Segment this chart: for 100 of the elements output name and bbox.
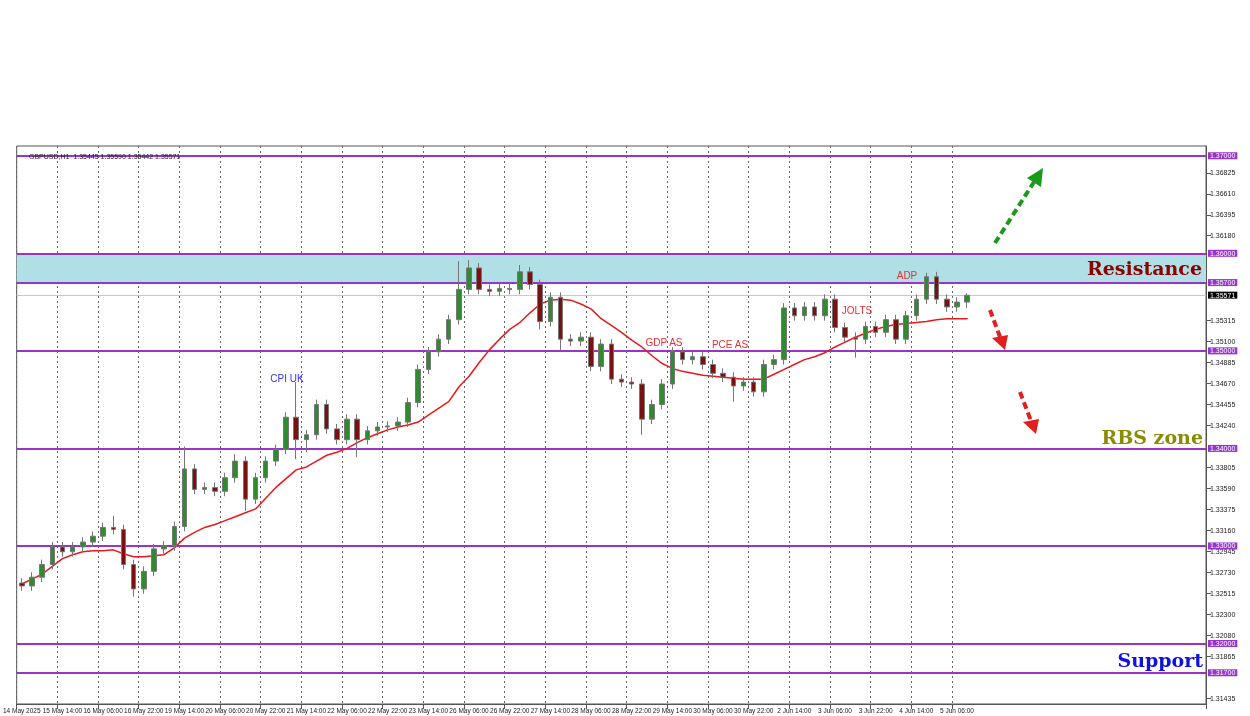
annotation: Resistance [1086,257,1202,279]
candlestick [670,346,675,390]
candlestick [385,420,390,433]
candlestick [253,472,258,505]
candlestick [365,425,370,446]
candlestick [792,302,797,322]
candlestick [954,296,960,313]
candlestick [619,373,624,388]
candlestick [832,293,838,333]
candlestick [548,291,553,327]
candlestick [761,359,767,398]
candlestick [893,314,899,345]
candlestick [720,367,726,383]
candlestick [680,346,685,366]
candlestick [853,331,858,359]
candlestick [243,455,248,512]
candlestick [741,376,746,392]
candlestick [334,423,340,446]
candlestick [659,378,665,410]
candlestick [537,279,543,330]
candlestick [19,577,25,592]
candlestick [466,259,472,295]
candlestick [100,522,106,542]
candlestick [507,283,512,295]
candlestick [90,530,96,548]
candlestick [944,293,950,313]
candlestick [812,301,817,322]
candlestick [263,455,268,484]
candlestick [354,413,360,458]
candlestick [202,482,207,495]
candlestick [771,354,777,370]
annotation: CPI UK [270,372,304,384]
candlestick [141,565,147,595]
candlestick [111,515,116,535]
candlestick [293,381,299,460]
candlestick [375,421,380,437]
candlestick [527,266,533,290]
candlestick [273,444,279,467]
candlestick [151,543,157,577]
candlestick [182,445,187,532]
candlestick [161,540,167,555]
candlestick [304,429,309,453]
candlestick [781,302,787,366]
candlestick [70,541,75,558]
candlestick [842,322,848,343]
annotation: RBS zone [1101,426,1203,448]
candlestick [903,310,909,345]
candlestick [232,453,238,484]
candlestick [446,314,451,345]
candlestick [121,524,126,570]
candlestick [578,331,584,347]
candlestick [649,399,655,425]
candlestick [751,376,756,398]
candlestick [131,559,136,598]
candlestick [405,397,411,428]
candlestick [558,291,563,351]
candlestick [476,262,482,295]
annotation: Support [1117,649,1204,671]
candlestick [497,283,502,297]
candlestick [192,463,197,495]
annotation: ADP [896,269,918,281]
candlestick [710,359,716,379]
annotation: PCE AS [711,338,749,350]
annotation: JOLTS [841,304,873,316]
candlestick [172,521,177,552]
candlestick [802,301,807,322]
candlestick [314,399,319,441]
candlestick [395,416,401,432]
candlestick [700,351,706,370]
candlestick [863,321,868,345]
annotation: GDP AS [645,336,683,348]
candlestick [609,338,614,385]
candlestick [29,571,35,592]
candlestick [60,541,65,558]
candlestick [39,559,45,583]
candlestick [588,331,594,372]
candlestick [964,292,970,309]
candlestick [283,411,289,455]
candlestick [50,541,55,570]
candlestick [568,333,573,347]
candlestick [924,272,929,305]
candlestick [436,333,441,358]
candlestick [456,260,462,326]
candlestick [222,472,228,497]
candlestick [344,413,350,446]
candlestick [731,371,736,403]
candlestick [80,536,86,553]
candlestick [629,376,634,390]
candlestick [517,264,523,295]
candlestick [914,293,919,322]
candlestick [415,364,421,408]
candlestick [822,293,828,322]
candlestick [934,271,939,305]
candlestick [487,284,492,297]
candlestick [690,351,695,366]
candlestick [883,314,889,338]
candlestick [639,378,645,436]
candlestick [324,399,329,435]
candlestick [873,321,878,338]
candlestick [598,338,604,372]
